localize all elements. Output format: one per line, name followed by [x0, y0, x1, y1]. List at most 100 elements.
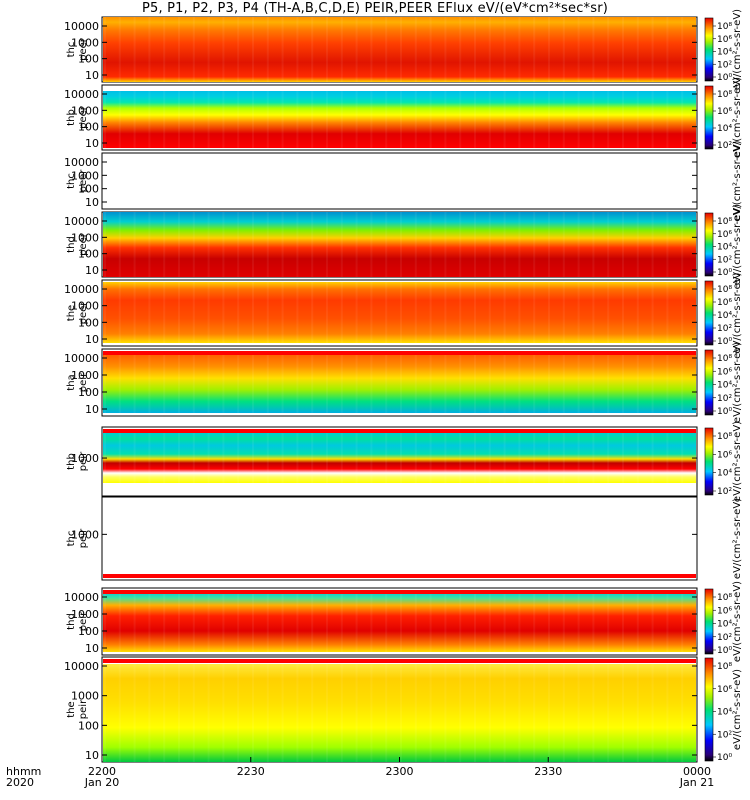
- panel-species-label: peer: [78, 37, 89, 61]
- y-tick-label: 10000: [64, 283, 99, 296]
- panel-probe-label: the: [66, 305, 77, 321]
- x-tick-date: Jan 21: [679, 776, 714, 789]
- y-tick-label: 10: [85, 403, 99, 416]
- colorbar-tick-label: 10⁶: [717, 450, 732, 460]
- colorbar-unit-label: eV/(cm²-s-sr-eV): [732, 342, 743, 423]
- panel-frame: [101, 152, 698, 210]
- panel-species-label: peir: [78, 528, 89, 548]
- panel-probe-label: thd: [66, 613, 77, 630]
- colorbar-tick-label: 10⁸: [717, 22, 732, 32]
- y-tick-label: 100: [78, 386, 99, 399]
- x-tick-label: 2200: [88, 765, 116, 778]
- colorbar-tick-label: 10⁰: [717, 646, 732, 656]
- y-tick-label: 100: [78, 121, 99, 134]
- spectrogram-image: [103, 91, 696, 148]
- y-tick-label: 10: [85, 264, 99, 277]
- panel-species-label: peir: [78, 611, 89, 631]
- colorbar-unit-label: eV/(cm²-s-sr-eV): [732, 272, 743, 353]
- panel-thb-peer: thb peer 10000 1000 100 10 10⁸ 10⁶ 10⁴ 10² eV/(cm²…: [64, 77, 743, 158]
- panel-species-label: peir: [78, 372, 89, 392]
- y-tick-label: 100: [78, 183, 99, 196]
- y-tick-label: 10: [85, 69, 99, 82]
- y-tick-label: 10000: [64, 352, 99, 365]
- panel-the-peir: the peir 10000 1000 100 10 10⁸ 10⁶ 10⁴ 10² 10⁰eV/(…: [64, 656, 743, 763]
- y-tick-label: 1000: [71, 231, 99, 244]
- spectrogram-image: [103, 282, 696, 343]
- spectrogram-image: [103, 592, 696, 652]
- x-tick-label: 2230: [237, 765, 265, 778]
- spectrogram-image: [103, 433, 696, 483]
- y-tick-label: 100: [78, 625, 99, 638]
- panel-species-label: peer: [78, 301, 89, 325]
- panel-thc-peer: thc peer 10000 1000 100 10 10⁸ 10⁶ 10⁴ 10² 10⁰ eV/(…: [64, 9, 743, 90]
- colorbar: [704, 17, 714, 82]
- colorbar-unit-label: eV/(cm²-s-sr-eV): [732, 9, 743, 90]
- colorbar-tick-label: 10⁴: [717, 469, 732, 479]
- y-tick-label: 100: [78, 719, 99, 732]
- panel-thd-peir: thd peir 10000 1000 100 10 10⁸ 10⁶ 10⁴ 10² 10⁰ eV/(…: [64, 581, 743, 662]
- y-tick-label: 10: [85, 333, 99, 346]
- colorbar-unit-label: eV/(cm²-s-sr-eV): [732, 204, 743, 285]
- y-tick-label: 10: [85, 137, 99, 150]
- colorbar-unit-label: eV/(cm²-s-sr-eV): [732, 421, 743, 502]
- colorbar-unit-label: eV/(cm²-s-sr-eV): [732, 140, 743, 221]
- colorbar: [704, 349, 714, 416]
- spectrogram-image: [103, 664, 696, 762]
- colorbar-tick-label: 10⁴: [717, 243, 732, 253]
- panel-tha-peir: tha peir 10000 1000 100 10 10⁸ 10⁶ 10⁴ 10² 10⁰ eV/(…: [64, 342, 743, 423]
- panel-thd-peer: thd peer 10000 1000 100 10 10⁸ 10⁶ 10⁴ 10² 10⁰ eV/(…: [64, 204, 743, 285]
- colorbar-tick-label: 10⁴: [717, 48, 732, 58]
- y-tick-label: 10000: [64, 156, 99, 169]
- colorbar-tick-label: 10²: [717, 633, 732, 643]
- colorbar-tick-label: 10⁴: [717, 708, 732, 718]
- y-tick-label: 10000: [64, 591, 99, 604]
- panel-probe-label: thc: [66, 531, 77, 547]
- colorbar-tick-label: 10²: [717, 394, 732, 404]
- x-row-label: hhmm: [6, 765, 41, 778]
- y-tick-label: 100: [78, 53, 99, 66]
- y-tick-label: 10000: [64, 20, 99, 33]
- panel-the-peer: the peer 10000 1000 100 10 10⁸ 10⁶ 10⁴ 10² 10⁰ eV/(…: [64, 272, 743, 353]
- colorbar-tick-label: 10⁰: [717, 337, 732, 347]
- panel-frame: [101, 496, 698, 581]
- panel-species-label: peir: [78, 451, 89, 471]
- panel-probe-label: thc: [66, 173, 77, 189]
- y-tick-label: 10000: [64, 88, 99, 101]
- colorbar-tick-label: 10⁰: [717, 268, 732, 278]
- colorbar-unit-label: eV/(cm²-s-sr-eV): [732, 77, 743, 158]
- colorbar: [704, 427, 714, 496]
- colorbar-tick-label: 10⁶: [717, 230, 732, 240]
- panel-species-label: peer: [78, 232, 89, 256]
- y-tick-label: 1000: [71, 690, 99, 703]
- spectrogram-image: [103, 17, 696, 82]
- y-tick-label: 1000: [71, 369, 99, 382]
- colorbar-tick-label: 10⁸: [717, 285, 732, 295]
- colorbar-tick-label: 10⁶: [717, 107, 732, 117]
- y-tick-label: 10000: [64, 215, 99, 228]
- x-tick-label: 0000: [683, 765, 711, 778]
- colorbar-tick-label: 10²: [717, 324, 732, 334]
- x-tick-date: Jan 20: [84, 776, 119, 789]
- spectrogram-image: [103, 355, 696, 413]
- colorbar: [704, 657, 714, 762]
- colorbar-tick-label: 10⁶: [717, 35, 732, 45]
- panel-probe-label: thb: [66, 109, 77, 126]
- panel-species-label: peer: [78, 105, 89, 129]
- spectrogram-image: [103, 212, 696, 277]
- colorbar-tick-label: 10⁸: [717, 662, 732, 672]
- colorbar: [704, 588, 714, 655]
- colorbar-tick-label: 10⁸: [717, 217, 732, 227]
- y-tick-label: 10: [85, 749, 99, 762]
- y-tick-label: 1000: [71, 36, 99, 49]
- y-tick-label: 100: [78, 248, 99, 261]
- colorbar-tick-label: 10⁴: [717, 124, 732, 134]
- panel-probe-label: thb: [66, 453, 77, 470]
- y-tick-label: 1000: [71, 608, 99, 621]
- colorbar-tick-label: 10⁸: [717, 90, 732, 100]
- y-tick-label: 1000: [71, 452, 99, 465]
- colorbar: [704, 280, 714, 346]
- colorbar-tick-label: 10⁴: [717, 620, 732, 630]
